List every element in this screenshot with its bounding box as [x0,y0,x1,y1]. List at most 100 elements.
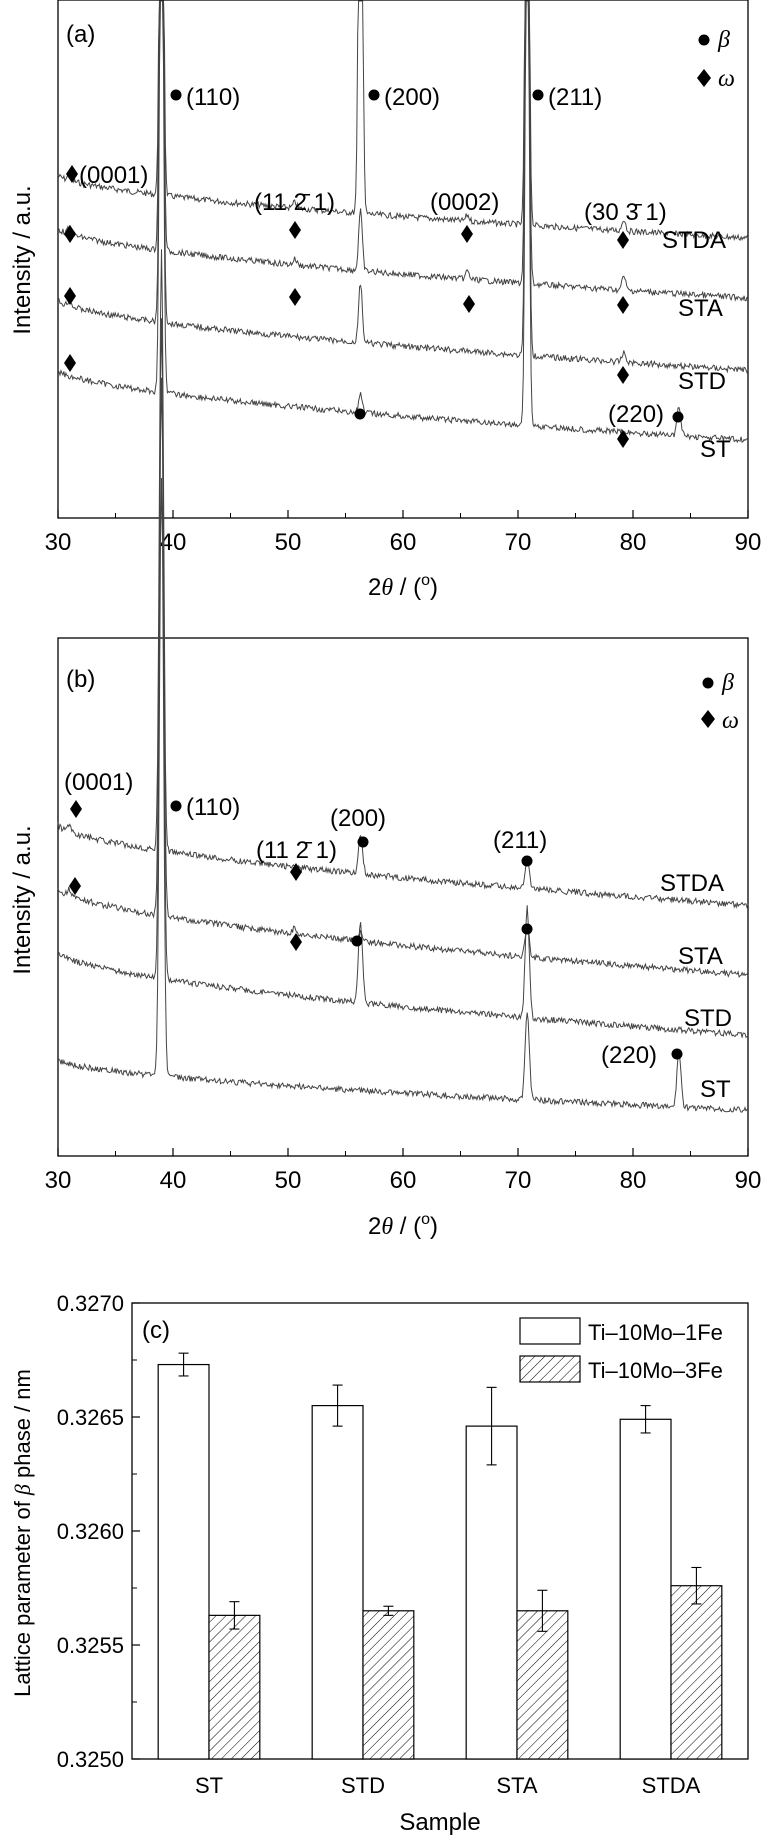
x-tick-label: 80 [620,1167,647,1194]
panel-b-label: (b) [66,666,95,693]
y-tick-label: 0.3265 [57,1405,124,1430]
peak-label-11-2-1: (11 2̄ 1) [254,189,335,216]
panel-a-traces [57,0,749,444]
xrd-trace-stda [57,249,749,909]
xrd-trace-std [57,377,749,1038]
panel-a-x-ticks: 30 40 50 60 70 80 90 [45,510,761,556]
peak-label-220: (220) [608,401,664,428]
panel-c-bars [157,1352,723,1760]
panel-c-y-ticks: 0.3250 0.3255 0.3260 0.3265 0.3270 [57,1291,140,1772]
marker-omega [64,287,76,305]
marker-omega [289,288,301,306]
panel-b-traces [57,249,749,1113]
y-tick-label: 0.3260 [57,1519,124,1544]
marker-omega [461,225,473,243]
marker-beta [170,89,182,101]
bar-stda-3fe [670,1585,723,1760]
bar-st-1fe [157,1363,210,1760]
peak-label-0002: (0002) [430,189,499,216]
bar-sta-3fe [516,1610,569,1760]
panel-c-x-axis-title: Sample [399,1809,480,1836]
peak-label-11-2-1: (11 2̄ 1) [256,837,337,864]
x-tick-label: 60 [390,529,417,556]
marker-beta [532,89,544,101]
xrd-trace-st [57,477,749,1113]
marker-beta [671,1048,683,1060]
panel-c-y-axis-title: Lattice parameter of β phase / nm [10,1369,35,1697]
marker-beta [521,855,533,867]
series-label-sta: STA [678,943,723,970]
xrd-trace-sta [57,318,749,978]
panel-c-label: (c) [142,1317,170,1344]
marker-beta [354,408,366,420]
peak-label-110: (110) [186,84,240,111]
bar-st-3fe [208,1614,261,1760]
series-label-std: STD [678,368,726,395]
x-tick-label: 80 [620,529,647,556]
panel-b-xrd-chart: 30 40 50 60 70 80 90 (b) β ω (0001) (110) (200… [9,249,761,1240]
bar-stda-1fe [619,1418,672,1760]
legend-omega-diamond [697,69,711,87]
y-tick-label: 0.3250 [57,1747,124,1772]
x-tick-label: 90 [735,1167,762,1194]
peak-label-220: (220) [601,1042,657,1069]
marker-omega [70,800,82,818]
legend-omega-label: ω [718,66,735,92]
marker-beta [521,923,533,935]
peak-label-211: (211) [548,84,602,111]
marker-omega [290,863,302,881]
panel-a-xrd-chart: 30 40 50 60 70 80 90 (a) β ω (110) (200) (211)… [9,0,761,601]
marker-omega [66,165,78,183]
marker-omega [617,430,629,448]
panel-b-x-ticks: 30 40 50 60 70 80 90 [45,1148,762,1194]
y-tick-label: 0.3270 [57,1291,124,1316]
marker-beta [170,800,182,812]
panel-a-label: (a) [66,21,95,48]
legend-omega-label: ω [722,708,739,734]
series-label-st: ST [700,1076,731,1103]
x-tick-label: 70 [505,529,532,556]
marker-omega [617,296,629,314]
legend-beta-label: β [721,670,734,696]
bar-std-3fe [362,1610,415,1760]
panel-b-y-axis-title: Intensity / a.u. [9,825,36,974]
series-label-std: STD [684,1005,732,1032]
legend-label-1fe: Ti–10Mo–1Fe [588,1320,723,1345]
peak-label-211: (211) [493,827,547,854]
x-tick-label: STDA [642,1773,701,1798]
xrd-trace-stda [57,0,749,242]
peak-label-0001: (0001) [64,769,133,796]
series-label-sta: STA [678,295,723,322]
legend-beta-dot [702,677,714,689]
bar-sta-1fe [465,1425,518,1760]
peak-label-0001: (0001) [79,162,148,189]
marker-beta [351,935,363,947]
legend-swatch-hatched [519,1355,581,1383]
series-label-st: ST [700,436,731,463]
legend-label-3fe: Ti–10Mo–3Fe [588,1358,723,1383]
x-tick-label: STA [496,1773,537,1798]
marker-beta [357,836,369,848]
peak-label-110: (110) [186,794,240,821]
x-tick-label: 40 [160,1167,187,1194]
bar-std-1fe [311,1404,364,1760]
legend-swatch-open [519,1317,581,1345]
x-tick-label: 30 [45,1167,72,1194]
x-tick-label: STD [341,1773,385,1798]
x-tick-label: 70 [505,1167,532,1194]
peak-label-200: (200) [384,84,440,111]
panel-a-y-axis-title: Intensity / a.u. [9,185,36,334]
peak-label-30-3-1: (30 3̄ 1) [584,199,667,226]
x-tick-label: 30 [45,529,72,556]
marker-beta [368,89,380,101]
x-tick-label: ST [195,1773,223,1798]
y-tick-label: 0.3255 [57,1633,124,1658]
marker-omega [290,933,302,951]
marker-omega [69,877,81,895]
panel-c-x-tick-labels: ST STD STA STDA [195,1773,701,1798]
panel-a-x-axis-title: 2θ / (o) [368,572,438,601]
peak-label-200: (200) [330,805,386,832]
x-tick-label: 60 [390,1167,417,1194]
